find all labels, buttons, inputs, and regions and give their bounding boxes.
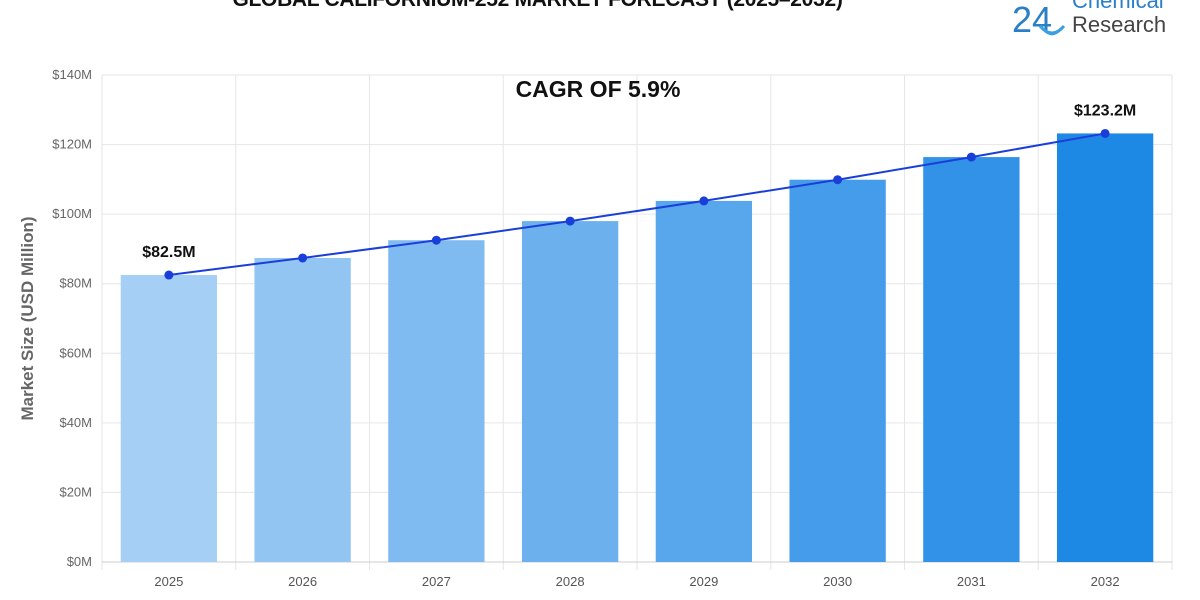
data-label: $123.2M xyxy=(1074,102,1136,119)
bar-2025 xyxy=(120,275,218,562)
x-tick-label: 2028 xyxy=(556,574,585,589)
y-tick-label: $40M xyxy=(59,415,92,430)
y-tick-label: $0M xyxy=(67,554,92,569)
x-tick-label: 2027 xyxy=(422,574,451,589)
chart-title: GLOBAL CALIFORNIUM-252 MARKET FORECAST (… xyxy=(0,0,1075,12)
cagr-annotation: CAGR OF 5.9% xyxy=(516,76,681,102)
svg-text:Chemical: Chemical xyxy=(1072,0,1164,13)
trend-point-2025 xyxy=(164,270,174,280)
x-tick-label: 2029 xyxy=(689,574,718,589)
x-tick-label: 2026 xyxy=(288,574,317,589)
bar-2026 xyxy=(254,257,351,562)
y-tick-label: $20M xyxy=(59,484,92,499)
trend-point-2028 xyxy=(565,216,575,226)
svg-text:24: 24 xyxy=(1012,0,1052,40)
bar-2028 xyxy=(521,221,619,562)
bar-2032 xyxy=(1056,133,1154,562)
bar-2030 xyxy=(789,179,886,562)
y-axis-title: Market Size (USD Million) xyxy=(18,216,37,420)
trend-point-2029 xyxy=(699,196,709,206)
y-tick-label: $140M xyxy=(52,67,92,82)
y-tick-label: $60M xyxy=(59,345,92,360)
trend-point-2026 xyxy=(298,253,308,263)
trend-point-2032 xyxy=(1100,128,1110,138)
bar-2029 xyxy=(655,200,753,562)
y-tick-label: $80M xyxy=(59,276,92,291)
x-tick-label: 2031 xyxy=(957,574,986,589)
bar-2027 xyxy=(388,240,485,562)
trend-point-2030 xyxy=(833,175,843,185)
svg-text:Research: Research xyxy=(1072,12,1166,37)
bar-2031 xyxy=(923,157,1020,562)
y-tick-label: $100M xyxy=(52,206,92,221)
y-tick-label: $120M xyxy=(52,137,92,152)
trend-line xyxy=(168,132,1106,277)
x-tick-label: 2025 xyxy=(154,574,183,589)
trend-point-2027 xyxy=(431,235,441,245)
company-logo: 24 Chemical Research xyxy=(1012,0,1166,40)
trend-point-2031 xyxy=(966,152,976,162)
x-tick-label: 2030 xyxy=(823,574,852,589)
x-tick-label: 2032 xyxy=(1091,574,1120,589)
data-label: $82.5M xyxy=(142,244,195,261)
